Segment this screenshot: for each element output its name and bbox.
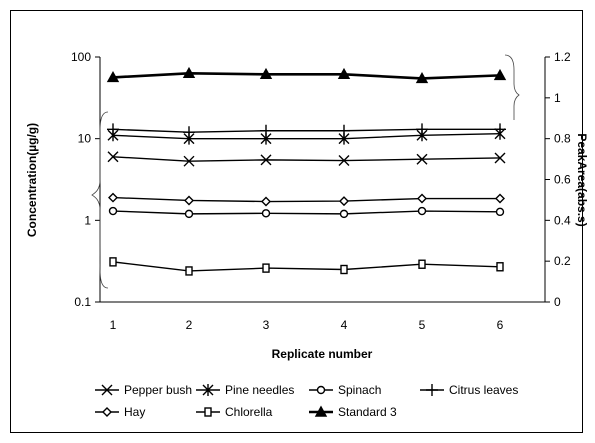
legend-item: Hay xyxy=(95,405,145,419)
data-point xyxy=(184,209,194,219)
data-point xyxy=(496,262,504,272)
data-point xyxy=(495,193,505,204)
data-point xyxy=(259,67,273,80)
data-point xyxy=(418,259,426,269)
data-point xyxy=(314,405,328,417)
legend-label: Hay xyxy=(124,405,145,419)
legend-label: Pine needles xyxy=(225,383,294,397)
data-point xyxy=(101,384,113,396)
legend: Pepper bush Pine needles Spinach Citrus lea… xyxy=(95,383,518,419)
y2-tick-label: 0.6 xyxy=(554,173,571,187)
series-chlorella xyxy=(109,257,504,276)
y-tick-label: 0.1 xyxy=(74,295,91,309)
legend-label: Pepper bush xyxy=(124,383,192,397)
y-tick-label: 100 xyxy=(71,50,91,64)
series-line xyxy=(112,72,501,80)
plot-area xyxy=(99,57,546,303)
data-point xyxy=(338,124,350,137)
data-point xyxy=(261,196,271,207)
data-point xyxy=(339,209,349,219)
legend-item: Chlorella xyxy=(196,405,273,419)
x-tick-label: 5 xyxy=(419,318,426,332)
data-point xyxy=(185,266,193,276)
series-line xyxy=(112,156,501,162)
data-point xyxy=(102,407,112,417)
data-point xyxy=(262,263,270,273)
data-point xyxy=(416,153,428,165)
data-point xyxy=(426,384,438,396)
data-point xyxy=(107,123,119,136)
data-point xyxy=(106,70,120,83)
left-brace xyxy=(91,111,109,289)
legend-label: Standard 3 xyxy=(338,405,397,419)
data-point xyxy=(260,124,272,137)
data-point xyxy=(260,154,272,166)
x-tick-label: 4 xyxy=(341,318,348,332)
data-point xyxy=(338,155,350,167)
series-citrus-leaves xyxy=(107,123,506,139)
data-point xyxy=(108,206,118,216)
right-brace xyxy=(504,54,520,120)
x-tick-label: 2 xyxy=(186,318,193,332)
data-point xyxy=(109,257,117,267)
ticks: 0.1 1 10 100 0 0.2 0.4 0.6 0.8 1 1.2 1 2 3 4 5 6 xyxy=(71,50,571,332)
legend-item: Spinach xyxy=(309,383,381,397)
data-point xyxy=(340,264,348,275)
series-line xyxy=(112,210,501,215)
data-point xyxy=(339,196,349,207)
data-point xyxy=(182,66,196,79)
y-tick-label: 10 xyxy=(78,132,92,146)
series-hay xyxy=(108,192,505,207)
x-tick-label: 1 xyxy=(110,318,117,332)
x-tick-label: 6 xyxy=(497,318,504,332)
x-tick-label: 3 xyxy=(263,318,270,332)
y2-tick-label: 0 xyxy=(554,295,561,309)
series-line xyxy=(112,196,500,203)
y2-axis-title: PeakArea(abs.s) xyxy=(575,133,589,226)
series-standard-3 xyxy=(106,66,507,84)
y2-tick-label: 0.8 xyxy=(554,132,571,146)
data-point xyxy=(417,193,427,204)
legend-label: Chlorella xyxy=(225,405,273,419)
series-line xyxy=(112,133,501,140)
data-point xyxy=(316,385,326,395)
data-point xyxy=(495,207,505,217)
data-point xyxy=(261,209,271,218)
x-axis-title: Replicate number xyxy=(272,347,373,361)
legend-item: Pepper bush xyxy=(95,383,192,397)
data-point xyxy=(494,152,506,164)
series-layer xyxy=(106,66,507,276)
data-point xyxy=(107,151,119,163)
chart-frame xyxy=(10,10,583,433)
data-point xyxy=(417,206,427,216)
data-point xyxy=(494,123,506,136)
legend-item: Citrus leaves xyxy=(420,383,518,397)
series-line xyxy=(112,128,500,133)
series-spinach xyxy=(108,206,505,219)
data-point xyxy=(108,192,118,203)
data-point xyxy=(415,71,429,84)
y-axis-title: Concentration(µg/g) xyxy=(25,123,39,237)
legend-item: Standard 3 xyxy=(309,405,397,419)
data-point xyxy=(493,68,507,81)
data-point xyxy=(416,123,428,136)
legend-label: Spinach xyxy=(338,383,381,397)
y2-tick-label: 0.2 xyxy=(554,254,571,268)
data-point xyxy=(183,126,195,139)
y-tick-label: 1 xyxy=(84,213,91,227)
data-point xyxy=(337,67,351,80)
y2-tick-label: 0.4 xyxy=(554,213,571,227)
data-point xyxy=(202,384,214,396)
y2-tick-label: 1 xyxy=(554,91,561,105)
y2-tick-label: 1.2 xyxy=(554,50,571,64)
series-line xyxy=(112,261,501,272)
legend-item: Pine needles xyxy=(196,383,294,397)
legend-label: Citrus leaves xyxy=(449,383,518,397)
data-point xyxy=(183,155,195,167)
data-point xyxy=(204,407,212,417)
data-point xyxy=(184,195,194,206)
series-pepper-bush xyxy=(107,151,506,167)
